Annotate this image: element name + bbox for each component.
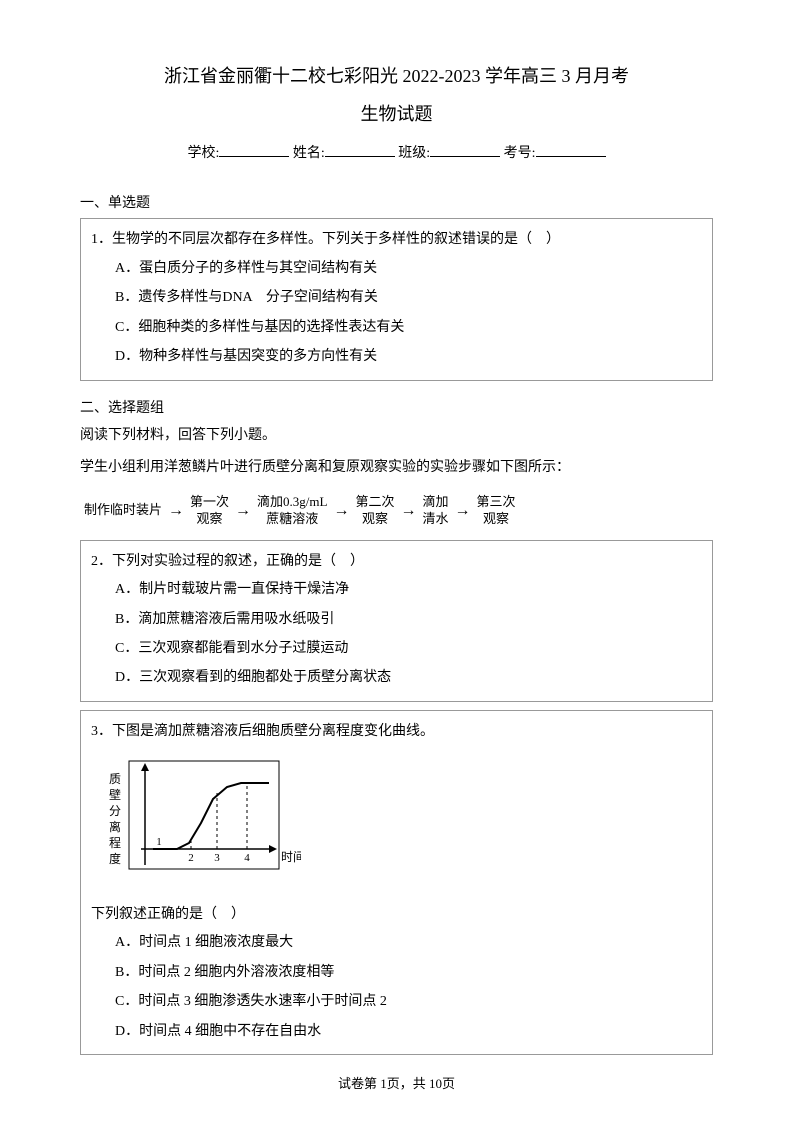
q1-option-d: D．物种多样性与基因突变的多方向性有关: [91, 342, 702, 371]
q3-chart: 1 2 3 4 时间 质壁分离程度: [101, 753, 702, 894]
question-1: 1．生物学的不同层次都存在多样性。下列关于多样性的叙述错误的是（ ） A．蛋白质…: [80, 218, 713, 380]
flow-step1: 制作临时装片: [80, 502, 166, 519]
arrow-icon: →: [400, 502, 416, 520]
svg-text:分: 分: [109, 804, 121, 818]
flow-step6: 第三次 观察: [472, 494, 519, 528]
q1-text: 1．生物学的不同层次都存在多样性。下列关于多样性的叙述错误的是（ ）: [91, 232, 560, 247]
class-label: 班级:: [398, 146, 430, 161]
flow-diagram: 制作临时装片 → 第一次 观察 → 滴加0.3g/mL 蔗糖溶液 → 第二次 观…: [80, 494, 713, 528]
flow-step3-l2: 蔗糖溶液: [257, 511, 327, 528]
q3-option-c: C．时间点 3 细胞渗透失水速率小于时间点 2: [91, 987, 702, 1016]
svg-text:离: 离: [109, 819, 121, 834]
plasmolysis-chart: 1 2 3 4 时间 质壁分离程度: [101, 753, 301, 883]
flow-step4: 第二次 观察: [351, 494, 398, 528]
name-blank[interactable]: [325, 143, 395, 157]
section1-header: 一、单选题: [80, 192, 713, 212]
examno-label: 考号:: [504, 146, 536, 161]
flow-step6-l1: 第三次: [476, 494, 515, 511]
q1-option-a: A．蛋白质分子的多样性与其空间结构有关: [91, 254, 702, 283]
svg-text:质: 质: [109, 772, 121, 786]
flow-step2-l1: 第一次: [190, 494, 229, 511]
school-label: 学校:: [187, 146, 219, 161]
flow-step3: 滴加0.3g/mL 蔗糖溶液: [253, 494, 331, 528]
q2-option-b: B．滴加蔗糖溶液后需用吸水纸吸引: [91, 605, 702, 634]
section2-intro2: 学生小组利用洋葱鳞片叶进行质壁分离和复原观察实验的实验步骤如下图所示：: [80, 455, 713, 482]
flow-step4-l2: 观察: [355, 511, 394, 528]
arrow-icon: →: [235, 502, 251, 520]
q3-text: 3．下图是滴加蔗糖溶液后细胞质壁分离程度变化曲线。: [91, 724, 434, 739]
question-3: 3．下图是滴加蔗糖溶液后细胞质壁分离程度变化曲线。 1 2 3 4 时间 质壁分离程度 下…: [80, 710, 713, 1055]
flow-step2: 第一次 观察: [186, 494, 233, 528]
svg-text:时间: 时间: [281, 850, 301, 864]
flow-step3-l1: 滴加0.3g/mL: [257, 494, 327, 511]
q2-text: 2．下列对实验过程的叙述，正确的是（ ）: [91, 554, 364, 569]
question-2: 2．下列对实验过程的叙述，正确的是（ ） A．制片时载玻片需一直保持干燥洁净 B…: [80, 540, 713, 702]
flow-step4-l1: 第二次: [355, 494, 394, 511]
flow-step5-l2: 清水: [422, 511, 448, 528]
exam-title-line2: 生物试题: [80, 100, 713, 126]
name-label: 姓名:: [293, 146, 325, 161]
svg-text:程: 程: [109, 835, 121, 850]
section2-intro1: 阅读下列材料，回答下列小题。: [80, 423, 713, 450]
flow-step2-l2: 观察: [190, 511, 229, 528]
arrow-icon: →: [454, 502, 470, 520]
svg-text:壁: 壁: [109, 787, 121, 802]
arrow-icon: →: [168, 502, 184, 520]
svg-text:度: 度: [109, 851, 121, 866]
exam-title-line1: 浙江省金丽衢十二校七彩阳光 2022-2023 学年高三 3 月月考: [80, 60, 713, 92]
flow-step6-l2: 观察: [476, 511, 515, 528]
class-blank[interactable]: [430, 143, 500, 157]
q1-option-c: C．细胞种类的多样性与基因的选择性表达有关: [91, 313, 702, 342]
q2-option-c: C．三次观察都能看到水分子过膜运动: [91, 634, 702, 663]
svg-text:1: 1: [156, 836, 162, 848]
svg-text:3: 3: [214, 852, 220, 864]
student-info-row: 学校: 姓名: 班级: 考号:: [80, 142, 713, 162]
section2-header: 二、选择题组: [80, 397, 713, 417]
q1-option-b: B．遗传多样性与DNA 分子空间结构有关: [91, 283, 702, 312]
q3-option-b: B．时间点 2 细胞内外溶液浓度相等: [91, 958, 702, 987]
q2-option-a: A．制片时载玻片需一直保持干燥洁净: [91, 575, 702, 604]
page-footer: 试卷第 1页，共 10页: [0, 1073, 793, 1092]
arrow-icon: →: [333, 502, 349, 520]
flow-step5: 滴加 清水: [418, 494, 452, 528]
svg-text:4: 4: [244, 852, 250, 864]
q3-option-d: D．时间点 4 细胞中不存在自由水: [91, 1017, 702, 1046]
q2-option-d: D．三次观察看到的细胞都处于质壁分离状态: [91, 663, 702, 692]
flow-step5-l1: 滴加: [422, 494, 448, 511]
svg-text:2: 2: [188, 852, 194, 864]
school-blank[interactable]: [219, 143, 289, 157]
q3-post-text: 下列叙述正确的是（ ）: [91, 902, 702, 929]
q3-option-a: A．时间点 1 细胞液浓度最大: [91, 928, 702, 957]
examno-blank[interactable]: [536, 143, 606, 157]
